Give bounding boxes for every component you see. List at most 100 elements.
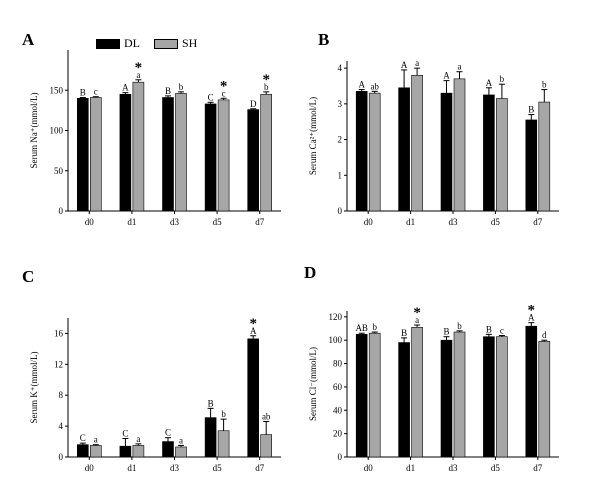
bar-c-dl-d0 (77, 444, 89, 458)
y-axis-label-c: Serum K⁺(mmol/L) (29, 352, 39, 424)
bar-d-dl-d0 (355, 334, 368, 458)
x-tick-label-d-4: d7 (533, 463, 543, 473)
x-tick-label-b-4: d7 (533, 217, 543, 227)
x-tick-label-b-1: d1 (406, 217, 415, 227)
sig-label-a-dl-d7: D (250, 99, 257, 109)
x-tick-label-d-3: d5 (491, 463, 501, 473)
bar-c-sh-d1 (132, 445, 145, 458)
sig-label-a-sh-d3: b (179, 82, 184, 92)
legend: DL SH (96, 36, 211, 51)
sig-label-b-sh-d1: a (415, 58, 419, 68)
bar-c-sh-d0 (90, 445, 102, 458)
x-tick-label-a-1: d1 (127, 217, 136, 227)
y-tick-label-c-1: 4 (59, 421, 64, 431)
sig-label-c-dl-d1: C (122, 428, 128, 438)
star-a-sh-d5: * (220, 78, 228, 94)
y-tick-label-b-4: 4 (338, 63, 343, 73)
sig-label-a-sh-d1: a (136, 70, 140, 80)
x-tick-label-a-3: d5 (213, 217, 223, 227)
sig-label-b-dl-d1: A (401, 60, 408, 70)
x-tick-label-a-0: d0 (85, 217, 95, 227)
bar-a-sh-d3 (175, 93, 187, 212)
sig-label-d-dl-d3: B (443, 327, 449, 337)
panel-letter-a: A (22, 30, 35, 49)
y-tick-label-c-3: 12 (54, 359, 63, 369)
x-tick-label-b-3: d5 (491, 217, 501, 227)
x-tick-label-d-0: d0 (364, 463, 374, 473)
x-tick-label-d-1: d1 (406, 463, 415, 473)
star-a-sh-d1: * (135, 60, 143, 76)
bar-b-sh-d3 (453, 78, 466, 212)
sig-label-c-sh-d3: a (179, 435, 183, 445)
sig-label-d-sh-d1: a (415, 315, 419, 325)
panel-letter-b: B (318, 30, 329, 49)
sig-label-c-dl-d3: C (165, 428, 171, 438)
sig-label-a-sh-d7: b (264, 82, 269, 92)
sig-label-b-sh-d3: a (458, 62, 462, 72)
bar-a-dl-d5 (204, 103, 217, 212)
sig-label-c-dl-d7: A (250, 326, 257, 336)
legend-swatch-sh (154, 38, 178, 49)
sig-label-c-sh-d1: a (136, 434, 140, 444)
bar-d-sh-d0 (368, 332, 381, 458)
x-tick-label-b-0: d0 (364, 217, 374, 227)
bar-c-dl-d7 (247, 338, 259, 458)
bar-d-sh-d3 (453, 331, 466, 458)
sig-label-d-sh-d0: b (372, 322, 377, 332)
y-tick-label-d-2: 40 (333, 405, 343, 415)
x-tick-label-d-2: d3 (449, 463, 459, 473)
y-tick-label-a-0: 0 (59, 206, 64, 216)
y-tick-label-c-2: 8 (59, 390, 64, 400)
bar-d-sh-d5 (496, 336, 508, 458)
bar-c-sh-d3 (175, 446, 187, 458)
bar-b-sh-d0 (368, 92, 381, 212)
sig-label-d-sh-d7: d (542, 330, 547, 340)
bar-b-dl-d7 (525, 119, 538, 212)
sig-label-c-sh-d7: ab (262, 411, 271, 421)
sig-label-b-sh-d5: b (500, 74, 505, 84)
sig-label-d-dl-d5: B (486, 324, 492, 334)
x-tick-label-c-3: d5 (213, 463, 223, 473)
bar-d-sh-d7 (538, 341, 551, 458)
bar-b-dl-d1 (398, 87, 410, 212)
bar-b-sh-d1 (411, 74, 423, 212)
sig-label-a-sh-d5: c (222, 88, 226, 98)
sig-label-c-dl-d5: B (208, 398, 214, 408)
sig-label-b-sh-d7: b (542, 80, 547, 90)
sig-label-c-sh-d5: b (221, 409, 226, 419)
sig-label-d-dl-d7: A (528, 313, 535, 323)
y-tick-label-b-0: 0 (338, 206, 343, 216)
sig-label-d-dl-d0: AB (355, 323, 368, 333)
panel-letter-c: C (22, 267, 34, 286)
bar-d-sh-d1 (411, 327, 423, 458)
x-tick-label-b-2: d3 (449, 217, 459, 227)
bar-a-dl-d1 (119, 93, 132, 212)
bar-a-sh-d0 (90, 97, 102, 212)
bar-c-dl-d3 (162, 441, 174, 458)
bar-d-dl-d3 (440, 339, 453, 458)
legend-item-dl: DL (96, 36, 140, 51)
y-tick-label-d-5: 100 (329, 335, 343, 345)
sig-label-a-dl-d5: C (208, 92, 214, 102)
bar-a-sh-d7 (260, 93, 273, 212)
sig-label-a-dl-d0: B (80, 87, 86, 97)
sig-label-c-sh-d0: a (94, 435, 98, 445)
y-tick-label-a-2: 100 (50, 126, 64, 136)
sig-label-b-dl-d7: B (528, 105, 534, 115)
sig-label-d-sh-d5: c (500, 326, 504, 336)
sig-label-c-dl-d0: C (80, 433, 86, 443)
bar-c-dl-d1 (119, 445, 132, 458)
x-tick-label-c-2: d3 (170, 463, 180, 473)
sig-label-a-sh-d0: c (94, 87, 98, 97)
x-tick-label-c-4: d7 (255, 463, 265, 473)
bar-b-dl-d0 (355, 91, 368, 212)
bar-d-dl-d5 (483, 336, 495, 458)
y-axis-label-b: Serum Ca²⁺(mmol/L) (308, 97, 318, 175)
x-tick-label-c-0: d0 (85, 463, 95, 473)
star-a-sh-d7: * (262, 72, 270, 88)
legend-item-sh: SH (154, 36, 197, 51)
sig-label-a-dl-d1: A (122, 83, 129, 93)
y-tick-label-d-1: 20 (333, 429, 343, 439)
x-tick-label-a-4: d7 (255, 217, 265, 227)
